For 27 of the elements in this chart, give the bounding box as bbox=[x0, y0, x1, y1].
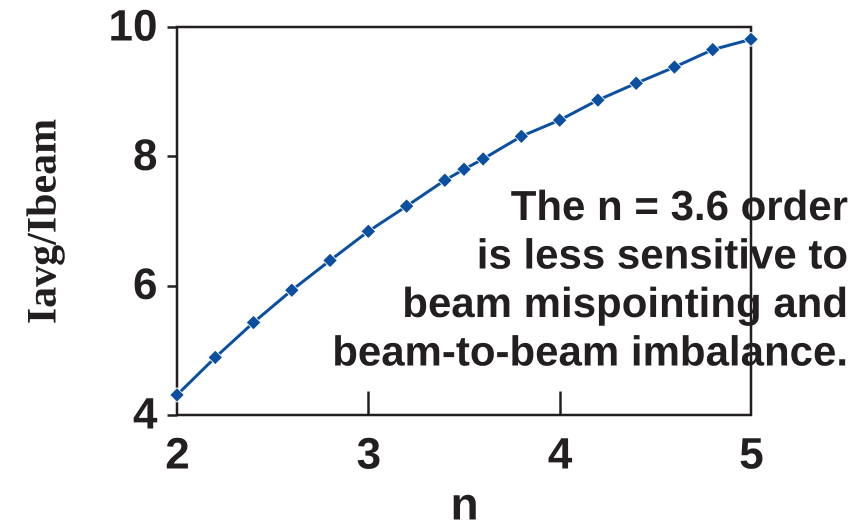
point bbox=[169, 387, 185, 403]
x-tick-label: 3 bbox=[356, 430, 382, 478]
y-tick-label: 4 bbox=[133, 390, 158, 438]
point bbox=[552, 112, 568, 128]
y-tick-label: 10 bbox=[108, 2, 158, 50]
point bbox=[628, 76, 644, 91]
y-tick-label: 6 bbox=[133, 260, 158, 310]
point bbox=[398, 198, 414, 214]
point bbox=[590, 92, 606, 108]
point bbox=[456, 162, 472, 177]
point bbox=[514, 128, 530, 144]
point bbox=[705, 42, 720, 58]
x-axis-title: n bbox=[450, 478, 479, 527]
point bbox=[208, 350, 223, 366]
point bbox=[437, 172, 453, 188]
point bbox=[743, 32, 759, 47]
point bbox=[322, 252, 338, 268]
y-axis-title: Iavg/Ibeam bbox=[20, 118, 66, 324]
x-tick-label: 5 bbox=[739, 430, 764, 478]
x-tick-label: 4 bbox=[548, 430, 573, 478]
point bbox=[360, 224, 376, 239]
x-tick-label: 2 bbox=[165, 430, 190, 478]
point bbox=[246, 314, 262, 330]
point bbox=[475, 151, 491, 167]
point bbox=[666, 59, 682, 75]
y-tick-label: 8 bbox=[133, 130, 158, 180]
point bbox=[284, 282, 300, 298]
